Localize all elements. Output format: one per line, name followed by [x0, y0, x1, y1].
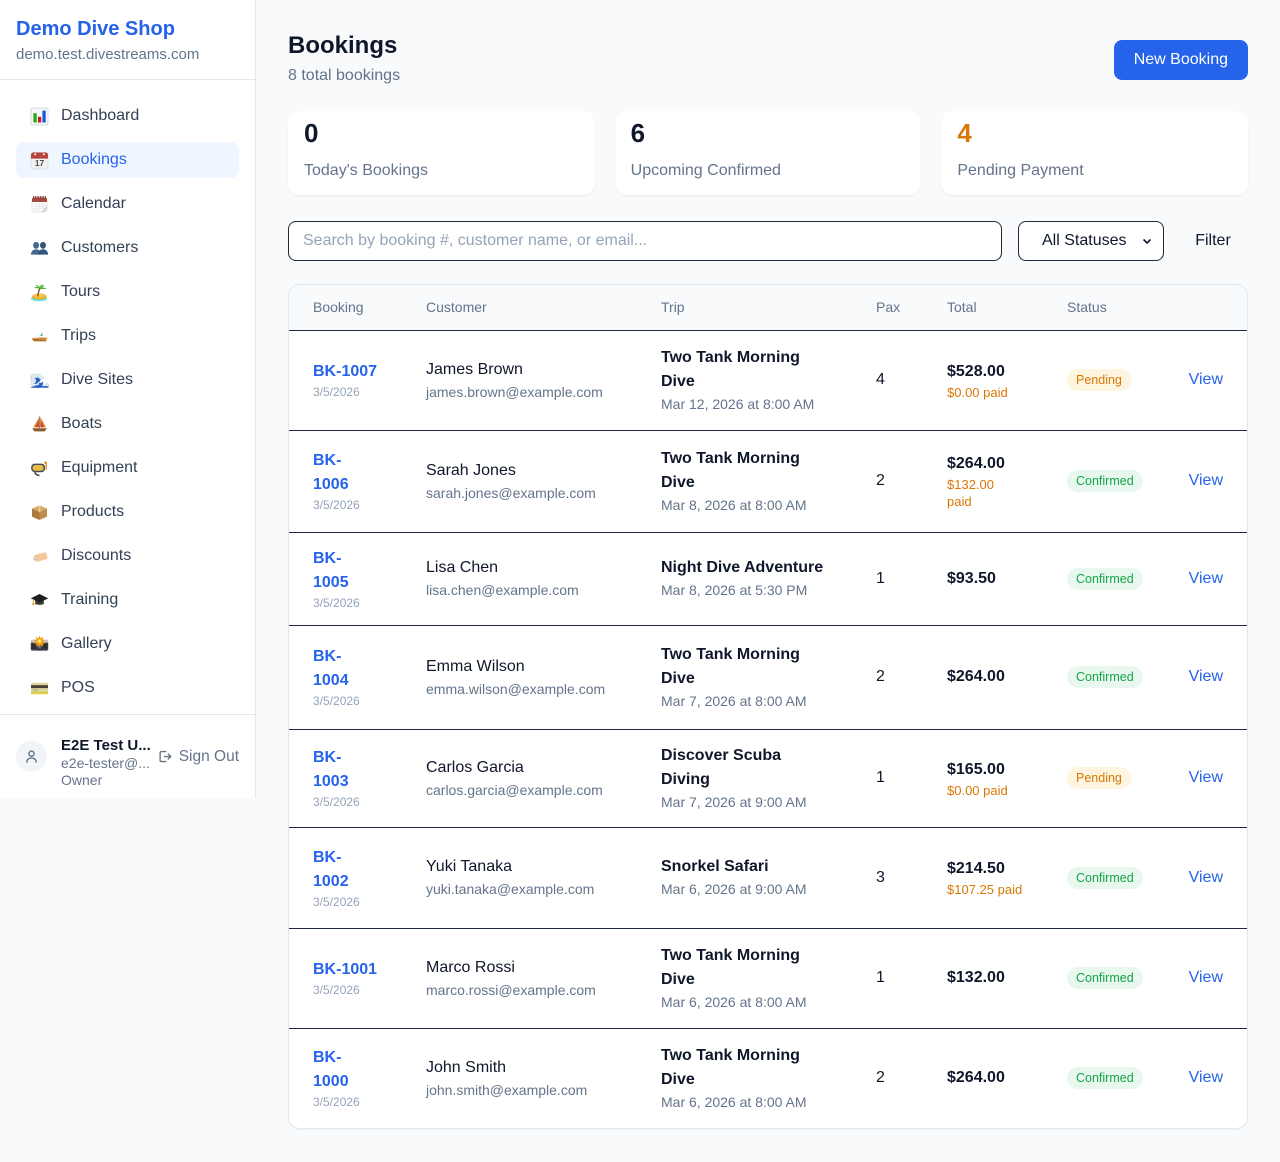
svg-text:17: 17 [35, 158, 45, 168]
